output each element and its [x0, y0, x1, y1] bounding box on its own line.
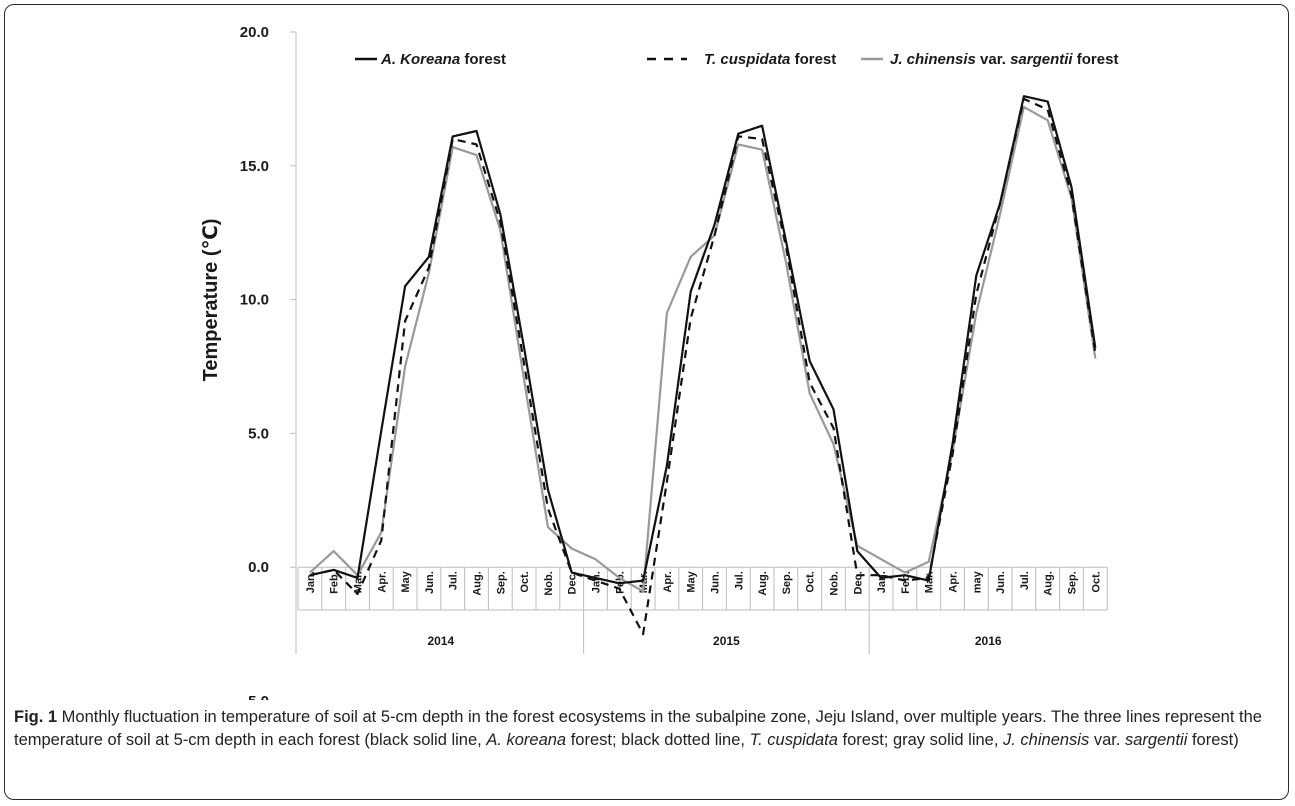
- x-tick-label: Jun.: [424, 571, 436, 594]
- x-tick-label: Jul.: [448, 571, 460, 590]
- y-tick-label: 0.0: [248, 559, 269, 576]
- x-tick-label: Apr.: [662, 571, 674, 592]
- x-tick-label: Jul.: [733, 571, 745, 590]
- x-tick-label: Aug.: [472, 571, 484, 595]
- legend-label-0: A. Koreana forest: [380, 51, 506, 68]
- caption-text: Monthly fluctuation in temperature of so…: [14, 708, 1262, 749]
- x-tick-label: Apr.: [948, 571, 960, 592]
- x-tick-label: Sep.: [495, 571, 507, 594]
- y-axis: 20.0 15.0 10.0 5.0 0.0 -5.0: [240, 24, 297, 700]
- x-tick-label: Sep.: [781, 571, 793, 594]
- y-tick-label: 5.0: [248, 425, 269, 442]
- legend-label-1: T. cuspidata forest: [704, 51, 836, 68]
- series-line-2: [309, 105, 1097, 593]
- x-tick-label: Nob.: [543, 571, 555, 595]
- y-tick-label: -5.0: [243, 693, 269, 700]
- series-line-0: [309, 95, 1097, 585]
- x-tick-label: Nob.: [829, 571, 841, 595]
- x-tick-label: May: [400, 570, 412, 592]
- x-tick-label: Dec.: [852, 571, 864, 594]
- x-tick-label: Jan.: [591, 571, 603, 593]
- year-label: 2016: [975, 634, 1002, 648]
- caption-figure-label: Fig. 1: [14, 708, 58, 726]
- y-tick-label: 15.0: [240, 158, 269, 175]
- x-tick-label: Dec.: [567, 571, 579, 594]
- year-label: 2015: [713, 634, 740, 648]
- x-axis: Jan. Feb. Mar. Apr. May Jun. Jul. Aug. Sep. Oct. N…: [297, 566, 1108, 654]
- x-tick-label: Oct.: [519, 571, 531, 592]
- x-tick-label: Oct.: [1090, 571, 1102, 592]
- legend: A. Koreana forest T. cuspidata forest J. c…: [355, 51, 1118, 68]
- legend-label-2: J. chinensis var. sargentii forest: [890, 51, 1118, 68]
- year-label: 2014: [427, 634, 454, 648]
- x-tick-label: Aug.: [757, 571, 769, 595]
- x-tick-label: Apr.: [376, 571, 388, 592]
- x-tick-label: Oct.: [805, 571, 817, 592]
- x-tick-label: may: [971, 570, 983, 593]
- x-tick-label: Mar.: [924, 571, 936, 593]
- y-axis-title: Temperature (℃): [200, 219, 222, 382]
- y-tick-label: 10.0: [240, 292, 269, 309]
- x-tick-label: Jan.: [305, 571, 317, 593]
- x-tick-label: Aug.: [1043, 571, 1055, 595]
- figure-frame: [4, 4, 1289, 800]
- x-tick-label: Jun.: [710, 571, 722, 594]
- x-tick-label: Feb.: [329, 571, 341, 594]
- line-chart: 20.0 15.0 10.0 5.0 0.0 -5.0 Jan. Feb. Mar. Apr. M…: [200, 24, 1118, 700]
- x-tick-label: Sep.: [1067, 571, 1079, 594]
- series-line-1: [309, 97, 1097, 636]
- x-tick-label: Jul.: [1019, 571, 1031, 590]
- x-tick-label: Jun.: [995, 571, 1007, 594]
- x-tick-label: May: [686, 570, 698, 592]
- y-tick-label: 20.0: [240, 24, 269, 41]
- series-layer: [309, 95, 1097, 636]
- figure-caption: Fig. 1 Monthly fluctuation in temperatur…: [14, 706, 1276, 752]
